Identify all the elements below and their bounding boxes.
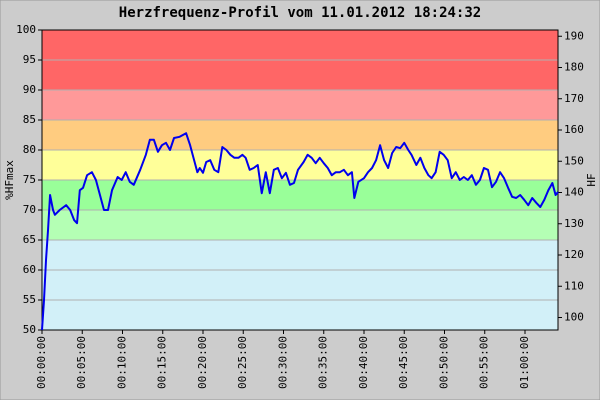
y2-tick-label: 140 [564,186,584,199]
x-tick-label: 00:35:00 [317,336,330,389]
y-tick-label: 80 [23,143,36,156]
x-tick-label: 00:30:00 [276,336,289,389]
x-tick-label: 00:10:00 [115,336,128,389]
y-tick-label: 55 [23,293,36,306]
x-tick-label: 00:40:00 [357,336,370,389]
x-tick-label: 00:00:00 [35,336,48,389]
x-tick-label: 00:50:00 [437,336,450,389]
y-axis-label: %HFmax [3,160,16,200]
x-tick-label: 00:20:00 [196,336,209,389]
x-tick-label: 00:45:00 [397,336,410,389]
y-tick-label: 95 [23,53,36,66]
zone-band [42,210,558,240]
zone-band [42,90,558,120]
y-tick-label: 60 [23,263,36,276]
y2-tick-label: 120 [564,248,584,261]
data-line [41,132,559,331]
zone-band [42,180,558,210]
y-tick-label: 90 [23,83,36,96]
y2-tick-label: 100 [564,311,584,324]
y-tick-label: 100 [16,23,36,36]
y2-tick-label: 130 [564,217,584,230]
y2-tick-label: 180 [564,61,584,74]
plot-frame [41,29,559,331]
y2-tick-label: 190 [564,29,584,42]
y-tick-label: 75 [23,173,36,186]
y2-tick-label: 170 [564,92,584,105]
y-tick-label: 65 [23,233,36,246]
x-tick-label: 01:00:00 [518,336,531,389]
x-tick-label: 00:05:00 [75,336,88,389]
y2-tick-label: 150 [564,154,584,167]
y-tick-label: 70 [23,203,36,216]
chart-title: Herzfrequenz-Profil vom 11.01.2012 18:24… [119,5,481,21]
y-tick-label: 50 [23,323,36,336]
zone-band [42,240,558,330]
y2-tick-label: 110 [564,279,584,292]
y2-axis-label: HF [585,173,598,186]
x-tick-label: 00:25:00 [236,336,249,389]
x-tick-label: 00:55:00 [478,336,491,389]
zone-band [42,120,558,150]
x-tick-label: 00:15:00 [156,336,169,389]
y2-tick-label: 160 [564,123,584,136]
y-tick-label: 85 [23,113,36,126]
